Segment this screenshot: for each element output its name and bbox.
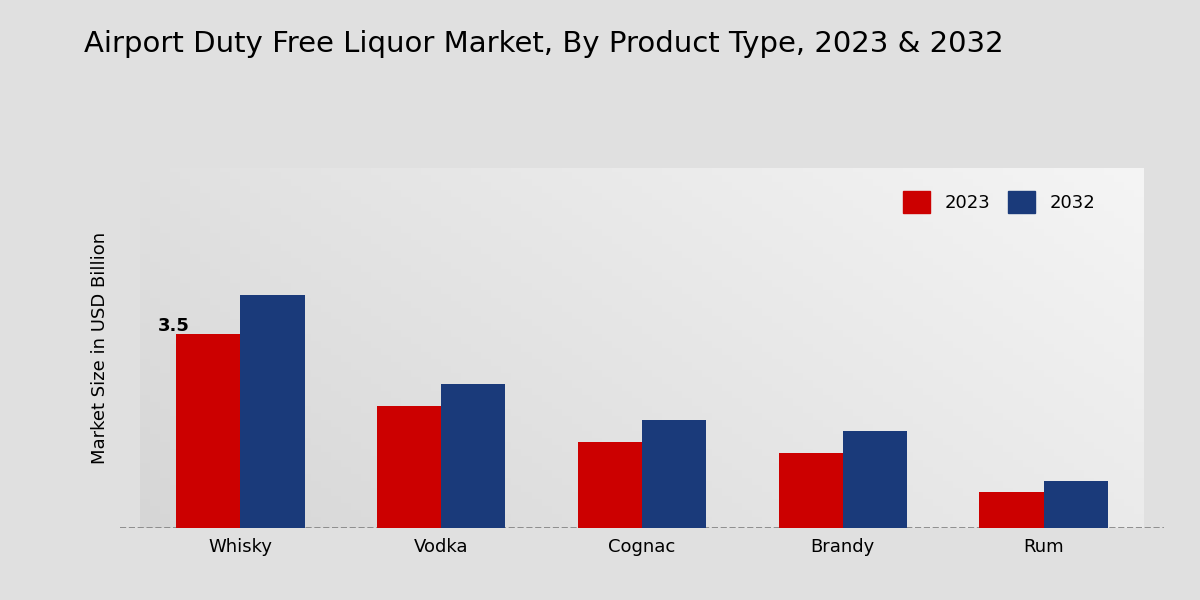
Bar [1044, 481, 1108, 528]
Bar [176, 334, 240, 528]
Legend: 2023, 2032: 2023, 2032 [895, 184, 1103, 221]
Text: 3.5: 3.5 [158, 317, 190, 335]
Bar [442, 384, 505, 528]
Bar [979, 492, 1044, 528]
Text: Airport Duty Free Liquor Market, By Product Type, 2023 & 2032: Airport Duty Free Liquor Market, By Prod… [84, 30, 1003, 58]
Bar [377, 406, 442, 528]
Bar [842, 431, 907, 528]
Bar [642, 420, 707, 528]
Y-axis label: Market Size in USD Billion: Market Size in USD Billion [91, 232, 109, 464]
Bar [779, 453, 842, 528]
Bar [240, 295, 305, 528]
Bar [577, 442, 642, 528]
